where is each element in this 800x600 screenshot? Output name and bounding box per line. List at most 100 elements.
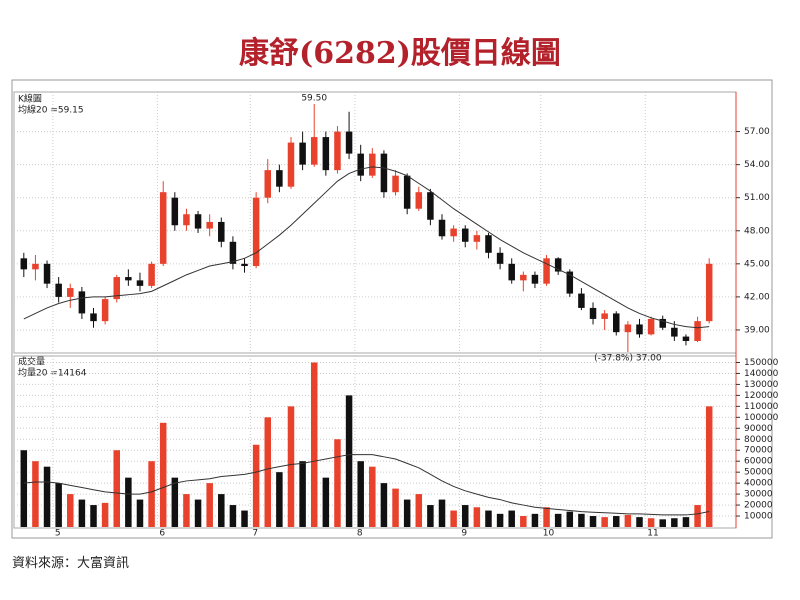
candle-body	[148, 263, 155, 286]
x-tick-label: 8	[357, 529, 363, 539]
volume-bar	[136, 499, 144, 527]
candle-body	[589, 307, 597, 319]
volume-bar	[206, 483, 213, 527]
candle-body	[427, 192, 434, 220]
volume-bar	[101, 502, 109, 527]
candle-body	[125, 277, 132, 281]
volume-bar	[55, 483, 62, 527]
candle-body	[218, 221, 225, 242]
volume-bar	[334, 439, 341, 527]
volume-bar	[566, 511, 574, 527]
y-tick-label: 39.00	[744, 325, 770, 335]
moving-average	[23, 454, 710, 516]
volume-bar	[624, 514, 632, 527]
candle-body	[101, 299, 109, 322]
candle-body	[310, 137, 318, 165]
volume-bar	[67, 494, 74, 527]
volume-bar	[113, 450, 120, 527]
volume-bar	[345, 395, 353, 527]
volume-bar	[485, 510, 492, 527]
volume-bar	[705, 406, 713, 527]
candle-body	[113, 277, 120, 300]
volume-bar	[183, 494, 190, 527]
volume-bar	[125, 477, 132, 527]
volume-bar	[90, 505, 97, 527]
candle-body	[299, 142, 306, 165]
candle-body	[229, 241, 237, 264]
volume-bar	[287, 406, 295, 527]
volume-bar	[310, 362, 318, 527]
volume-bar	[543, 507, 550, 527]
candle-body	[322, 137, 330, 171]
annotation: (-37.8%) 37.00	[594, 354, 662, 364]
candle-body	[682, 336, 690, 341]
x-tick-label: 9	[461, 529, 467, 539]
candle-body	[613, 313, 620, 333]
y-tick-label: 80000	[744, 435, 773, 445]
x-tick-label: 11	[647, 529, 658, 539]
candle-body	[543, 258, 550, 284]
candle-body	[624, 324, 632, 333]
candle-body	[694, 321, 701, 341]
x-tick-label: 6	[159, 529, 165, 539]
volume-bar	[601, 517, 608, 527]
volume-bar	[694, 505, 701, 527]
volume-bar	[392, 488, 399, 527]
candle-body	[43, 263, 51, 284]
volume-bar	[508, 510, 515, 527]
volume-bar	[589, 516, 597, 527]
candle-body	[136, 280, 144, 286]
ma-legend: 均量20 =14164	[18, 367, 87, 379]
volume-bar	[461, 505, 469, 527]
y-tick-label: 150000	[744, 358, 779, 368]
candle-body	[415, 192, 423, 209]
candle-body	[369, 153, 376, 176]
candle-body	[601, 313, 608, 319]
candle-body	[264, 170, 272, 198]
volume-bar	[578, 513, 585, 527]
y-tick-label: 40000	[744, 479, 773, 489]
volume-bar	[299, 461, 306, 527]
candle-body	[578, 293, 585, 308]
volume-bar	[78, 499, 86, 527]
volume-bar	[171, 477, 179, 527]
y-tick-label: 51.00	[744, 193, 770, 203]
volume-bar	[357, 461, 364, 527]
candle-body	[461, 228, 469, 242]
y-tick-label: 48.00	[744, 226, 770, 236]
candle-body	[287, 142, 295, 187]
volume-bar	[32, 461, 39, 527]
volume-bar	[427, 505, 434, 527]
candle-body	[496, 252, 504, 264]
candle-body	[194, 214, 202, 229]
candle-body	[67, 288, 74, 297]
candle-body	[345, 131, 353, 154]
y-tick-label: 90000	[744, 424, 773, 434]
candle-body	[403, 175, 411, 209]
candle-body	[392, 175, 399, 193]
y-tick-label: 42.00	[744, 292, 770, 302]
candle-body	[647, 318, 655, 335]
candle-body	[508, 263, 515, 281]
y-tick-label: 50000	[744, 468, 773, 478]
y-tick-label: 100000	[744, 413, 779, 423]
volume-bar	[252, 444, 260, 527]
volume-bar	[241, 510, 248, 527]
volume-bar	[159, 422, 167, 527]
chart-frame	[11, 79, 773, 539]
candle-body	[90, 313, 97, 322]
volume-bar	[682, 517, 690, 527]
volume-bar	[647, 518, 655, 527]
candle-body	[566, 271, 574, 294]
candle-body	[357, 153, 364, 176]
volume-bar	[450, 510, 457, 527]
panel-legend: 成交量	[18, 356, 45, 368]
candle-body	[659, 318, 666, 328]
candle-body	[20, 258, 28, 270]
volume-bar	[276, 472, 283, 527]
candle-body	[473, 235, 481, 242]
annotation: 59.50	[301, 94, 327, 104]
y-tick-label: 130000	[744, 380, 779, 390]
